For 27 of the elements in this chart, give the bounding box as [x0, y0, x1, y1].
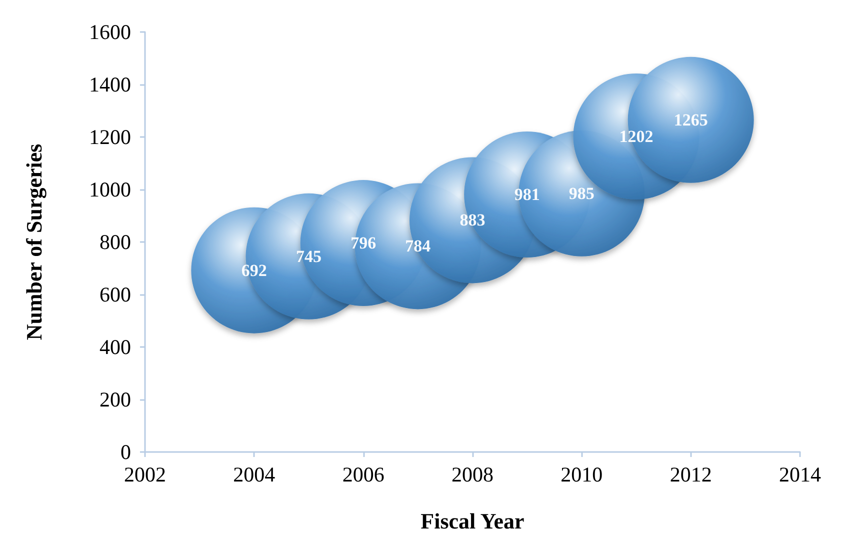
- data-label: 1265: [674, 110, 708, 130]
- y-tick-label: 1000: [89, 178, 131, 202]
- data-label: 981: [514, 184, 540, 204]
- y-tick-label: 0: [120, 440, 131, 464]
- data-label: 692: [241, 260, 267, 280]
- x-tick-label: 2008: [452, 462, 494, 486]
- x-tick-label: 2012: [670, 462, 712, 486]
- y-tick-label: 1400: [89, 72, 131, 96]
- data-label: 1202: [619, 126, 654, 146]
- x-tick-label: 2006: [342, 462, 384, 486]
- data-label: 796: [350, 234, 376, 253]
- x-tick-label: 2002: [124, 462, 166, 486]
- data-label: 883: [460, 210, 486, 230]
- y-axis-title: Number of Surgeries: [22, 143, 46, 340]
- y-tick-label: 1600: [89, 20, 131, 44]
- x-axis-title: Fiscal Year: [420, 508, 525, 534]
- y-tick-label: 1200: [89, 125, 131, 149]
- y-tick-label: 800: [100, 230, 131, 254]
- y-tick-label: 600: [100, 282, 131, 306]
- x-tick-label: 2014: [779, 462, 822, 486]
- y-tick-label: 200: [100, 388, 131, 412]
- data-label: 784: [405, 236, 432, 256]
- data-label: 985: [568, 184, 594, 203]
- data-label: 745: [296, 246, 322, 266]
- x-tick-label: 2004: [233, 462, 276, 486]
- y-tick-label: 400: [100, 335, 131, 359]
- x-tick-label: 2010: [560, 462, 603, 486]
